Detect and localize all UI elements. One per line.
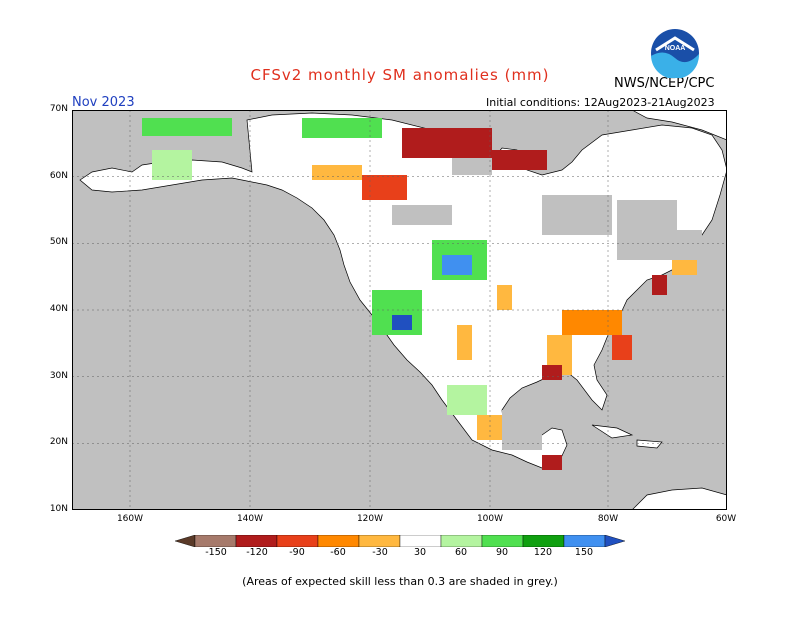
colorbar-label: 90 [495,547,509,558]
colorbar-segment [175,535,196,547]
lon-label-80w: 80W [597,514,619,524]
colorbar-segment [604,535,625,547]
colorbar-segment [358,535,401,547]
graticule [72,110,727,510]
lat-label-10n: 10N [49,504,68,514]
colorbar-label: -60 [330,547,346,558]
colorbar-segment [440,535,483,547]
lat-label-40n: 40N [49,304,68,314]
colorbar [175,535,625,547]
colorbar-label: -150 [205,547,227,558]
colorbar-label: -30 [372,547,388,558]
map-title: CFSv2 monthly SM anomalies (mm) [250,66,550,84]
lat-label-60n: 60N [49,171,68,181]
lat-label-30n: 30N [49,371,68,381]
colorbar-segment [194,535,237,547]
colorbar-segment [481,535,524,547]
agency-label: NWS/NCEP/CPC [614,76,715,91]
south-america-land [631,487,727,510]
colorbar-segments [175,535,625,547]
lon-label-60w: 60W [715,514,737,524]
colorbar-segment [399,535,442,547]
lon-label-160w: 160W [116,514,144,524]
lon-label-140w: 140W [236,514,264,524]
soil-moisture-map [72,110,727,510]
lat-label-50n: 50N [49,237,68,247]
lon-label-120w: 120W [356,514,384,524]
colorbar-label: -90 [289,547,305,558]
colorbar-segment [522,535,565,547]
colorbar-segment [563,535,606,547]
colorbar-segment [235,535,278,547]
greenland-land [631,110,727,141]
colorbar-label: 150 [574,547,594,558]
caribbean-islands [591,424,663,449]
noaa-logo: NOAA [651,29,700,78]
lat-label-70n: 70N [49,104,68,114]
colorbar-label: -120 [246,547,268,558]
lat-label-20n: 20N [49,437,68,447]
logo-text: NOAA [665,45,686,52]
colorbar-label: 60 [454,547,468,558]
initial-conditions: Initial conditions: 12Aug2023-21Aug2023 [486,96,715,109]
colorbar-label: 120 [533,547,553,558]
skill-footnote: (Areas of expected skill less than 0.3 a… [242,575,558,588]
colorbar-segment [317,535,360,547]
anomaly-patches [142,118,697,470]
map-frame [72,110,727,510]
colorbar-segment [276,535,319,547]
lon-label-100w: 100W [476,514,504,524]
forecast-month: Nov 2023 [72,95,135,110]
colorbar-label: 30 [413,547,427,558]
